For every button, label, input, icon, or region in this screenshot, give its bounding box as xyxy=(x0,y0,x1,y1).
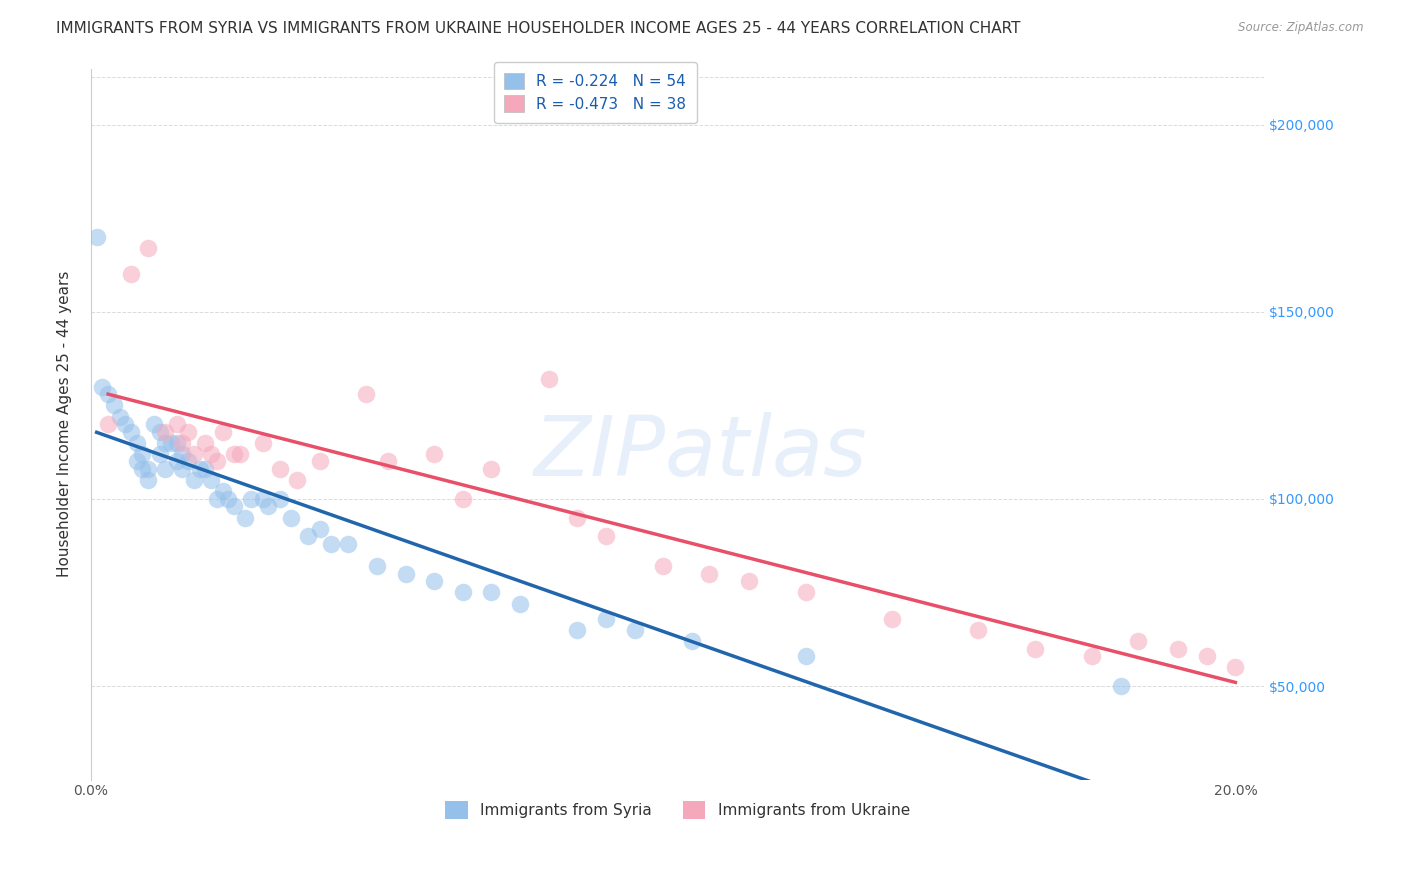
Point xyxy=(297,529,319,543)
Point xyxy=(257,500,280,514)
Point xyxy=(269,462,291,476)
Point xyxy=(149,447,172,461)
Text: ZIPatlas: ZIPatlas xyxy=(534,412,868,493)
Point xyxy=(136,462,159,476)
Point xyxy=(177,454,200,468)
Point xyxy=(794,585,817,599)
Point xyxy=(423,574,446,589)
Point xyxy=(1225,660,1247,674)
Point xyxy=(183,447,205,461)
Point xyxy=(537,372,560,386)
Point xyxy=(120,268,142,282)
Point xyxy=(280,510,302,524)
Point xyxy=(211,484,233,499)
Point xyxy=(97,417,120,431)
Point xyxy=(103,398,125,412)
Point xyxy=(125,435,148,450)
Point xyxy=(142,417,165,431)
Point xyxy=(652,559,675,574)
Point xyxy=(188,462,211,476)
Point xyxy=(1126,634,1149,648)
Point xyxy=(423,447,446,461)
Point xyxy=(136,241,159,255)
Point xyxy=(366,559,388,574)
Point xyxy=(200,447,222,461)
Point xyxy=(172,435,194,450)
Point xyxy=(155,462,177,476)
Point xyxy=(321,537,343,551)
Point xyxy=(200,473,222,487)
Point xyxy=(880,612,903,626)
Text: IMMIGRANTS FROM SYRIA VS IMMIGRANTS FROM UKRAINE HOUSEHOLDER INCOME AGES 25 - 44: IMMIGRANTS FROM SYRIA VS IMMIGRANTS FROM… xyxy=(56,21,1021,36)
Point xyxy=(217,491,239,506)
Point xyxy=(183,473,205,487)
Point xyxy=(252,435,274,450)
Point xyxy=(681,634,703,648)
Point xyxy=(967,623,990,637)
Point xyxy=(166,454,188,468)
Point xyxy=(222,500,245,514)
Point xyxy=(228,447,250,461)
Point xyxy=(131,462,153,476)
Point xyxy=(509,597,531,611)
Point xyxy=(377,454,399,468)
Point xyxy=(166,435,188,450)
Point xyxy=(177,425,200,439)
Point xyxy=(567,623,589,637)
Point xyxy=(1081,649,1104,664)
Point xyxy=(395,566,418,581)
Point xyxy=(285,473,308,487)
Point xyxy=(235,510,257,524)
Point xyxy=(166,417,188,431)
Point xyxy=(481,462,503,476)
Point xyxy=(1109,679,1132,693)
Point xyxy=(738,574,761,589)
Point xyxy=(125,454,148,468)
Point xyxy=(595,612,617,626)
Point xyxy=(155,435,177,450)
Point xyxy=(194,435,217,450)
Point xyxy=(1195,649,1218,664)
Point xyxy=(91,379,114,393)
Point xyxy=(354,387,377,401)
Point xyxy=(172,447,194,461)
Point xyxy=(172,462,194,476)
Point xyxy=(794,649,817,664)
Point xyxy=(623,623,645,637)
Point xyxy=(567,510,589,524)
Point xyxy=(269,491,291,506)
Point xyxy=(451,585,474,599)
Text: Source: ZipAtlas.com: Source: ZipAtlas.com xyxy=(1239,21,1364,34)
Point xyxy=(131,447,153,461)
Point xyxy=(595,529,617,543)
Point xyxy=(252,491,274,506)
Point xyxy=(451,491,474,506)
Point xyxy=(194,462,217,476)
Legend: Immigrants from Syria, Immigrants from Ukraine: Immigrants from Syria, Immigrants from U… xyxy=(439,795,915,825)
Point xyxy=(337,537,360,551)
Point xyxy=(149,425,172,439)
Point xyxy=(1167,641,1189,656)
Point xyxy=(308,522,330,536)
Point xyxy=(86,230,108,244)
Y-axis label: Householder Income Ages 25 - 44 years: Householder Income Ages 25 - 44 years xyxy=(58,271,72,577)
Point xyxy=(240,491,263,506)
Point xyxy=(481,585,503,599)
Point xyxy=(160,435,183,450)
Point xyxy=(108,409,131,424)
Point xyxy=(1024,641,1046,656)
Point xyxy=(697,566,720,581)
Point xyxy=(222,447,245,461)
Point xyxy=(97,387,120,401)
Point xyxy=(308,454,330,468)
Point xyxy=(120,425,142,439)
Point xyxy=(155,425,177,439)
Point xyxy=(205,491,228,506)
Point xyxy=(114,417,136,431)
Point xyxy=(136,473,159,487)
Point xyxy=(211,425,233,439)
Point xyxy=(205,454,228,468)
